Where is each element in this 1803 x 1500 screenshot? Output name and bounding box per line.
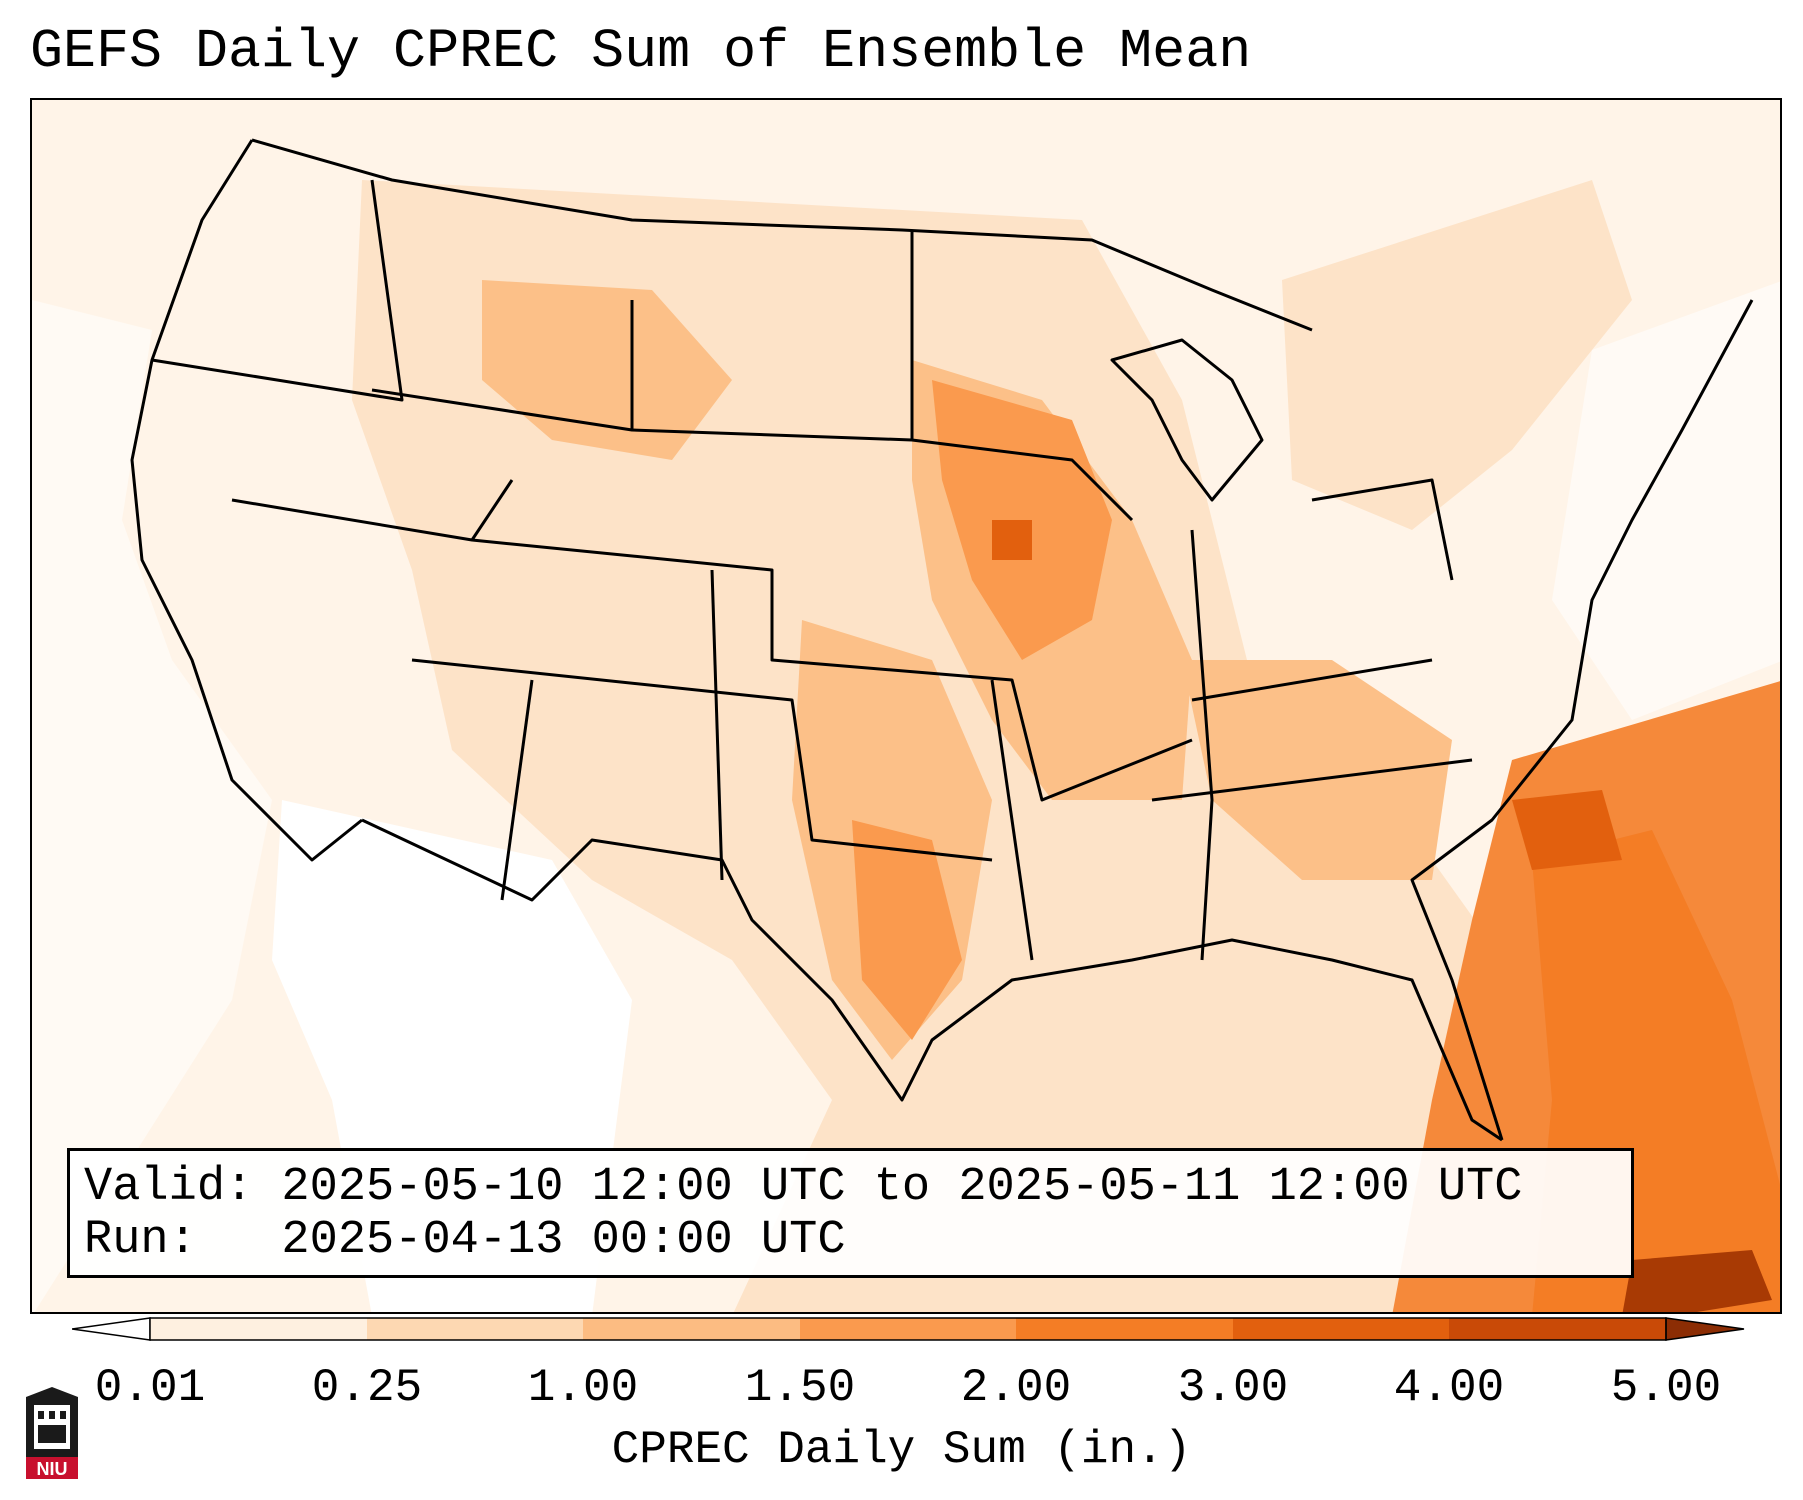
precip-light-northeast (1282, 180, 1632, 530)
precip-max-caribbean (1622, 1250, 1772, 1312)
niu-logo-text: NIU (37, 1459, 68, 1479)
state-line-1 (151, 179, 404, 402)
niu-logo: NIU (26, 1387, 78, 1479)
state-line-6 (471, 538, 1193, 802)
colorbar-tick-label: 0.01 (94, 1362, 206, 1414)
us-coast-east (1410, 299, 1754, 1141)
state-line-7 (411, 658, 993, 862)
precip-medium-southeast (1182, 660, 1452, 880)
precip-strong-oklahoma (852, 820, 962, 1040)
precip-core-offshore (1512, 790, 1622, 870)
state-line-10 (990, 679, 1034, 961)
run-time-line: Run: 2025-04-13 00:00 UTC (84, 1214, 846, 1267)
colorbar-bin-2 (367, 1318, 583, 1340)
precip-core-iowa (992, 520, 1032, 560)
boundaries (130, 138, 1754, 1142)
precipitation-map (30, 98, 1782, 1314)
colorbar-label: CPREC Daily Sum (in.) (611, 1424, 1192, 1476)
us-border-south (361, 818, 1503, 1142)
colorbar-tick-label: 1.00 (527, 1362, 639, 1414)
precip-medium-montana (482, 280, 732, 460)
state-line-11 (1190, 529, 1214, 961)
colorbar-tick-label: 2.00 (960, 1362, 1072, 1414)
colorbar-tick-label: 3.00 (1177, 1362, 1289, 1414)
great-lakes (1110, 338, 1264, 502)
colorbar-tick-label: 4.00 (1393, 1362, 1505, 1414)
colorbar-tick-label: 5.00 (1610, 1362, 1722, 1414)
state-line-12 (1191, 658, 1433, 702)
colorbar-bin-1 (150, 1318, 367, 1340)
state-line-4 (911, 438, 1134, 522)
state-line-14 (1311, 478, 1454, 581)
us-coast-west (130, 139, 363, 862)
dry-area-west-coast (32, 300, 272, 1312)
colorbar-bin-3 (583, 1318, 800, 1340)
colorbar-extend-high (1665, 1317, 1745, 1341)
map-title: GEFS Daily CPREC Sum of Ensemble Mean (30, 20, 1252, 83)
colorbar-tick-label: 0.25 (311, 1362, 423, 1414)
colorbar-bin-5 (1016, 1318, 1233, 1340)
colorbar-tick-label: 1.50 (744, 1362, 856, 1414)
state-line-13 (1151, 758, 1473, 802)
state-line-9 (710, 569, 724, 881)
colorbar-bin-4 (800, 1318, 1016, 1340)
colorbar (72, 1317, 1745, 1341)
us-border-north (251, 138, 1313, 332)
colorbar-extend-low (72, 1317, 151, 1341)
valid-run-info-box: Valid: 2025-05-10 12:00 UTC to 2025-05-1… (67, 1148, 1634, 1278)
state-line-8 (500, 679, 534, 901)
dry-area-atlantic (1552, 281, 1780, 720)
valid-time-line: Valid: 2025-05-10 12:00 UTC to 2025-05-1… (84, 1161, 1523, 1214)
colorbar-bin-7 (1449, 1318, 1666, 1340)
colorbar-bin-6 (1233, 1318, 1449, 1340)
